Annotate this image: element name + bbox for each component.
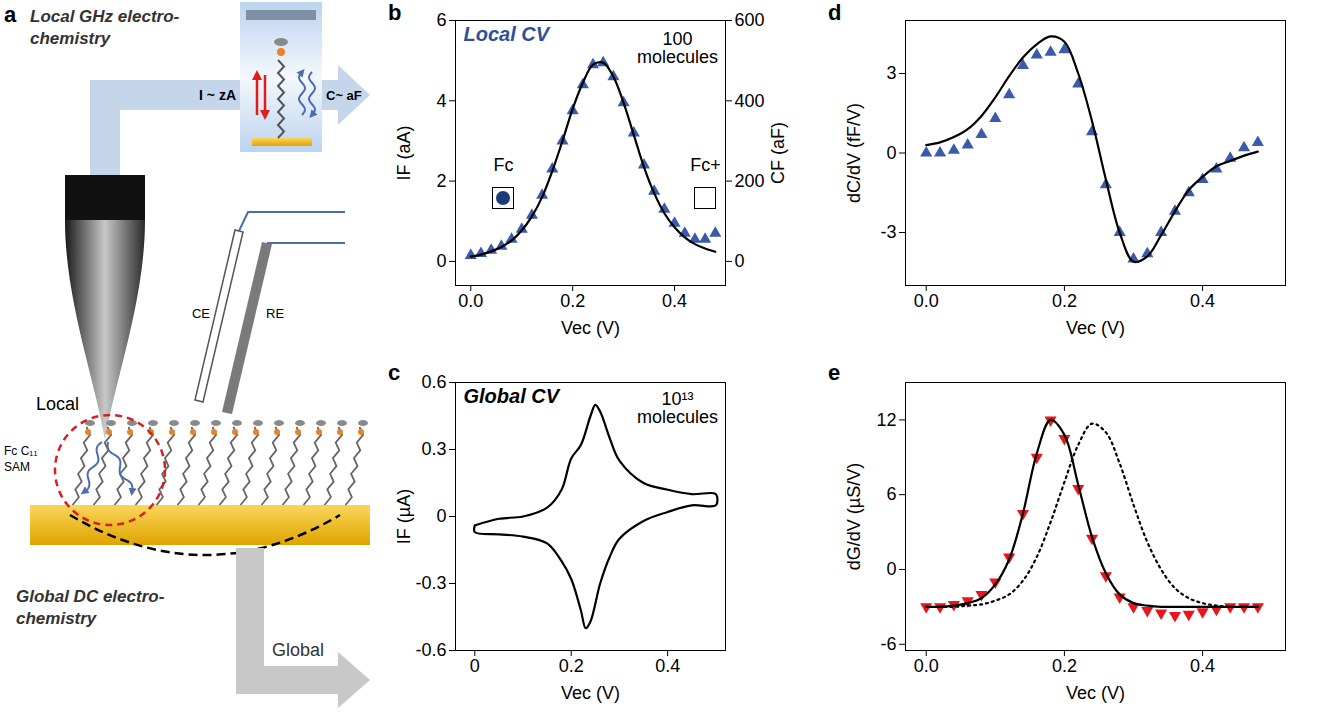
svg-text:Fc+: Fc+	[690, 155, 721, 175]
svg-text:10¹³molecules: 10¹³molecules	[637, 389, 718, 427]
svg-text:dG/dV (µS/V): dG/dV (µS/V)	[844, 463, 864, 570]
svg-text:0.6: 0.6	[421, 372, 446, 392]
svg-text:IF (aA): IF (aA)	[394, 125, 414, 180]
svg-text:0.3: 0.3	[421, 439, 446, 459]
svg-text:Global DC electro-: Global DC electro-	[16, 587, 165, 606]
svg-text:100molecules: 100molecules	[637, 29, 718, 67]
svg-text:dC/dV (fF/V): dC/dV (fF/V)	[844, 103, 864, 203]
svg-text:400: 400	[735, 91, 765, 111]
html-text:c: c	[388, 360, 401, 385]
svg-text:12: 12	[876, 410, 896, 430]
svg-text:0: 0	[470, 656, 480, 676]
svg-text:0.0: 0.0	[914, 291, 939, 311]
svg-text:0: 0	[886, 559, 896, 579]
svg-text:-0.3: -0.3	[415, 573, 446, 593]
html-text:b: b	[388, 0, 402, 25]
svg-text:Global: Global	[272, 640, 324, 660]
svg-text:200: 200	[735, 171, 765, 191]
svg-text:IF (µA): IF (µA)	[394, 489, 414, 544]
svg-text:RE: RE	[266, 306, 284, 321]
svg-text:6: 6	[436, 10, 446, 30]
svg-text:Local GHz electro-: Local GHz electro-	[30, 7, 180, 26]
svg-text:a: a	[4, 2, 17, 27]
svg-text:0.4: 0.4	[1190, 656, 1215, 676]
svg-text:0: 0	[735, 251, 745, 271]
svg-text:chemistry: chemistry	[30, 29, 112, 48]
svg-text:Vec (V): Vec (V)	[561, 318, 620, 338]
svg-text:0.2: 0.2	[559, 656, 584, 676]
svg-text:0: 0	[436, 251, 446, 271]
svg-text:I ~ zA: I ~ zA	[199, 87, 236, 103]
svg-text:Fc C₁₁: Fc C₁₁	[4, 444, 37, 458]
svg-text:chemistry: chemistry	[16, 609, 98, 628]
svg-text:Vec (V): Vec (V)	[561, 683, 620, 703]
svg-text:CF (aF): CF (aF)	[768, 122, 788, 184]
html-text:d: d	[828, 0, 842, 25]
svg-text:0.0: 0.0	[914, 656, 939, 676]
svg-text:0: 0	[436, 506, 446, 526]
svg-text:0.2: 0.2	[1052, 291, 1077, 311]
svg-text:-0.6: -0.6	[415, 640, 446, 660]
svg-text:SAM: SAM	[4, 460, 30, 474]
svg-text:Local: Local	[36, 394, 79, 414]
html-text:e: e	[828, 360, 841, 385]
svg-text:0.4: 0.4	[655, 656, 680, 676]
svg-text:4: 4	[436, 91, 446, 111]
svg-text:0.2: 0.2	[1052, 656, 1077, 676]
svg-text:3: 3	[886, 63, 896, 83]
svg-text:0.4: 0.4	[662, 291, 687, 311]
svg-text:2: 2	[436, 171, 446, 191]
svg-text:0.2: 0.2	[560, 291, 585, 311]
svg-text:0: 0	[886, 143, 896, 163]
svg-text:Local CV: Local CV	[464, 23, 551, 45]
svg-text:0.4: 0.4	[1190, 291, 1215, 311]
svg-text:6: 6	[886, 484, 896, 504]
svg-text:600: 600	[735, 10, 765, 30]
svg-text:CE: CE	[192, 306, 210, 321]
svg-text:Fc: Fc	[494, 155, 514, 175]
svg-text:0.0: 0.0	[458, 291, 483, 311]
svg-text:C~ aF: C~ aF	[326, 88, 362, 103]
svg-text:-6: -6	[880, 634, 896, 654]
svg-text:Vec (V): Vec (V)	[1066, 683, 1125, 703]
svg-text:Vec (V): Vec (V)	[1066, 318, 1125, 338]
svg-text:Global CV: Global CV	[464, 385, 561, 407]
svg-text:-3: -3	[880, 222, 896, 242]
